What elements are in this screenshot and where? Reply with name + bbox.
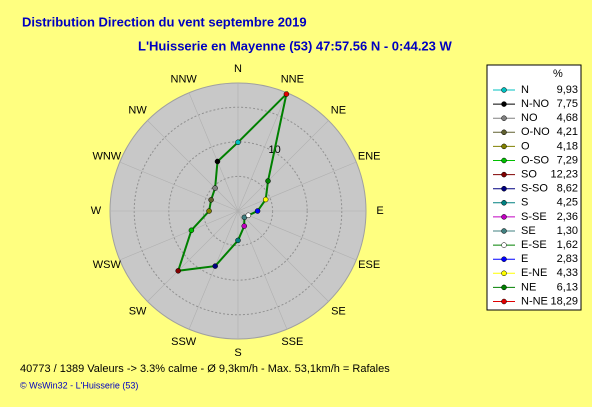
legend-label: O-SO: [521, 154, 550, 166]
legend-label: N: [521, 84, 529, 96]
legend-value: 4,33: [557, 267, 578, 279]
spoke: [147, 210, 239, 302]
legend-value: 4,68: [557, 112, 578, 124]
legend-value: 7,75: [557, 98, 578, 110]
legend-label: S-SE: [521, 211, 547, 223]
legend-value: 12,23: [550, 169, 578, 181]
point: [208, 197, 214, 203]
legend-marker: [501, 298, 507, 305]
spoke: [237, 161, 357, 212]
legend-value: 4,18: [557, 140, 578, 152]
legend-label: S: [521, 197, 528, 209]
direction-label: SE: [331, 305, 346, 317]
legend-title: %: [553, 68, 563, 80]
direction-label: NW: [128, 104, 147, 116]
direction-label: WSW: [93, 259, 122, 271]
point: [206, 208, 212, 214]
legend-marker: [501, 101, 507, 107]
legend-marker: [501, 143, 507, 150]
point: [212, 263, 218, 269]
direction-label: WNW: [92, 151, 121, 163]
spoke: [237, 210, 329, 302]
legend-label: NE: [521, 281, 536, 293]
legend-value: 7,29: [557, 154, 578, 166]
legend-value: 1,62: [557, 239, 578, 251]
spoke: [237, 210, 288, 330]
legend-label: E-NE: [521, 267, 547, 279]
legend-label: E-SE: [521, 239, 547, 251]
spoke: [237, 210, 357, 261]
direction-label: ENE: [358, 151, 381, 163]
direction-label: W: [91, 205, 102, 217]
legend-label: S-SO: [521, 183, 548, 195]
legend-value: 2,83: [557, 253, 578, 265]
point: [245, 212, 252, 219]
spoke: [188, 92, 239, 212]
point: [175, 268, 181, 274]
direction-label: SSE: [281, 336, 303, 348]
legend-value: 18,29: [550, 295, 578, 307]
point: [235, 237, 241, 244]
legend-label: O-NO: [521, 126, 550, 138]
direction-label: SW: [129, 305, 147, 317]
point: [214, 158, 221, 165]
point: [235, 139, 241, 146]
direction-label: E: [376, 205, 383, 217]
legend-marker: [501, 171, 507, 178]
spoke: [237, 120, 329, 212]
direction-label: S: [234, 347, 241, 359]
legend-marker: [501, 115, 507, 121]
legend-value: 6,13: [557, 281, 578, 293]
spoke: [237, 92, 288, 212]
direction-label: ESE: [358, 259, 380, 271]
point: [262, 196, 269, 203]
legend-marker: [501, 185, 507, 192]
legend-value: 2,36: [557, 211, 578, 223]
direction-label: N: [234, 63, 242, 75]
legend-value: 8,62: [557, 183, 578, 195]
direction-label: NE: [331, 104, 346, 116]
point: [212, 185, 218, 191]
legend-marker: [501, 200, 507, 206]
legend-marker: [501, 256, 507, 262]
legend-label: SE: [521, 225, 536, 237]
legend-marker: [501, 87, 507, 93]
credit: © WsWin32 - L'Huisserie (53): [20, 380, 138, 390]
legend-marker: [501, 129, 507, 136]
point: [241, 223, 247, 229]
legend-marker: [501, 214, 507, 220]
spoke: [119, 210, 239, 261]
direction-label: NNW: [171, 74, 198, 86]
legend-label: E: [521, 253, 528, 265]
legend-marker: [501, 157, 507, 164]
chart-subtitle: L'Huisserie en Mayenne (53) 47:57.56 N -…: [138, 38, 453, 53]
chart-title: Distribution Direction du vent septembre…: [22, 14, 307, 29]
legend-label: NO: [521, 112, 538, 124]
spoke: [119, 161, 239, 212]
point: [188, 227, 195, 234]
legend-marker: [501, 270, 507, 277]
direction-label: SSW: [171, 336, 197, 348]
legend-label: N-NO: [521, 98, 550, 110]
footer: 40773 / 1389 Valeurs -> 3.3% calme - Ø 9…: [20, 363, 390, 375]
legend-value: 4,25: [557, 197, 578, 209]
legend-label: O: [521, 140, 530, 152]
legend-value: 1,30: [557, 225, 578, 237]
legend-marker: [501, 284, 507, 291]
legend-label: N-NE: [521, 295, 548, 307]
point: [265, 178, 271, 184]
legend-marker: [501, 242, 507, 248]
spoke: [188, 210, 239, 330]
point: [283, 91, 290, 97]
legend-label: SO: [521, 169, 537, 181]
direction-label: NNE: [281, 74, 304, 86]
point: [254, 208, 261, 214]
legend-value: 4,21: [557, 126, 578, 138]
legend-marker: [501, 228, 507, 234]
legend-value: 9,93: [557, 84, 578, 96]
spoke: [147, 120, 239, 212]
